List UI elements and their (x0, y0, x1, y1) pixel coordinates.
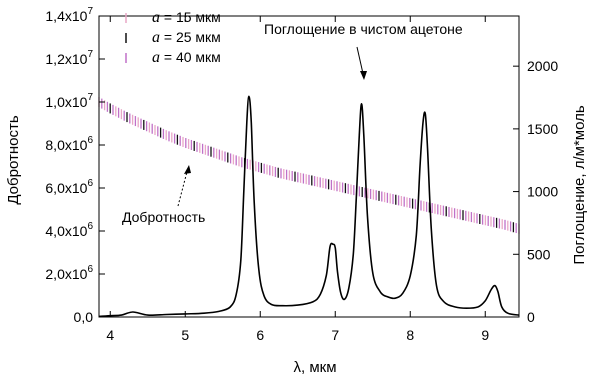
plot-frame (98, 15, 520, 318)
y-right-tick-label: 1500 (527, 121, 558, 137)
x-tick-label: 8 (406, 327, 414, 343)
y-left-tick-label: 1,2x107 (45, 49, 93, 67)
quality-series (98, 97, 520, 234)
y-right-tick-label: 0 (527, 309, 535, 325)
x-tick-label: 9 (481, 327, 489, 343)
x-tick-label: 4 (106, 327, 114, 343)
annotation-quality-arrow (177, 167, 189, 207)
y-right-tick-label: 500 (527, 246, 551, 262)
annotation-absorption-arrowhead (360, 71, 367, 80)
annotation-quality: Добротность (122, 209, 205, 225)
y-right-axis-title: Поглощение, л/м*моль (571, 105, 588, 265)
absorption-series (98, 95, 520, 318)
y-left-tick-label: 0,0 (74, 309, 94, 325)
y-left-tick-label: 4,0x106 (45, 221, 93, 239)
y-left-tick-label: 1,4x107 (45, 6, 93, 24)
x-axis-title: λ, мкм (293, 359, 336, 376)
absorption-line (98, 95, 520, 318)
legend-label: a = 25 мкм (152, 29, 221, 46)
annotations: Поглощение в чистом ацетоне Добротность (122, 21, 463, 225)
annotation-quality-arrowhead (184, 165, 191, 174)
x-tick-label: 6 (256, 327, 264, 343)
x-tick-label: 7 (331, 327, 339, 343)
y-right-tick-label: 2000 (527, 58, 558, 74)
legend-label: a = 40 мкм (152, 49, 221, 66)
x-tick-label: 5 (181, 327, 189, 343)
y-left-tick-label: 1,0x107 (45, 92, 93, 110)
annotation-absorption: Поглощение в чистом ацетоне (264, 21, 463, 37)
legend: a = 15 мкм a = 25 мкм a = 40 мкм (125, 9, 221, 66)
y-right-tick-label: 1000 (527, 184, 558, 200)
y-left-tick-label: 8,0x106 (45, 135, 93, 153)
y-left-tick-label: 6,0x106 (45, 178, 93, 196)
axis-ticks: 4 5 6 7 8 9 0,0 2,0x106 4,0x106 6,0x106 8,0x106 1,0… (45, 6, 558, 343)
legend-label: a = 15 мкм (152, 9, 221, 26)
y-left-tick-label: 2,0x106 (45, 264, 93, 282)
y-left-axis-title: Добротность (5, 115, 22, 204)
